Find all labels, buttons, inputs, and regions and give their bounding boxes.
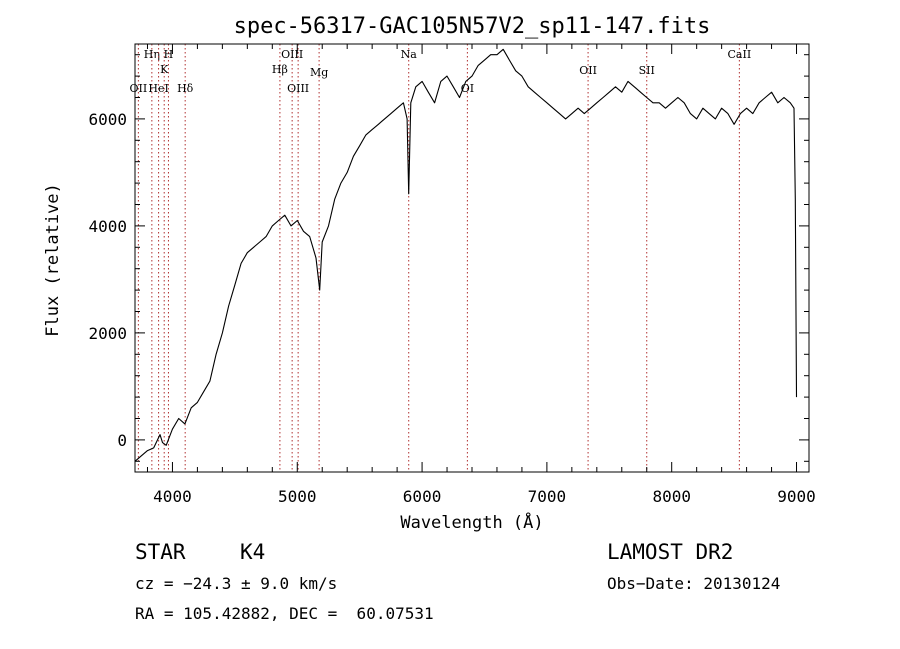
line-marker-label: Na <box>401 48 418 61</box>
line-marker-label: H <box>164 48 174 61</box>
coordinates: RA = 105.42882, DEC = 60.07531 <box>135 604 434 623</box>
line-marker-label: OIII <box>281 48 303 61</box>
line-marker-label: Hδ <box>177 82 194 95</box>
y-tick-label: 0 <box>117 431 127 450</box>
object-class: STAR <box>135 540 186 564</box>
observation-date: Obs−Date: 20130124 <box>607 574 781 593</box>
line-marker-label: Mg <box>310 66 328 79</box>
line-marker-label: SII <box>639 64 655 77</box>
line-marker-label: OIII <box>287 82 309 95</box>
x-axis-label: Wavelength (Å) <box>400 511 543 533</box>
chart-title: spec-56317-GAC105N57V2_sp11-147.fits <box>234 14 711 39</box>
x-tick-label: 5000 <box>278 487 317 506</box>
line-marker-label: OII <box>130 82 148 95</box>
line-marker-label: Hβ <box>272 63 288 76</box>
x-tick-label: 8000 <box>652 487 691 506</box>
y-tick-label: 4000 <box>88 217 127 236</box>
x-tick-label: 4000 <box>153 487 192 506</box>
y-tick-label: 6000 <box>88 110 127 129</box>
line-marker-label: OII <box>579 64 597 77</box>
x-tick-label: 7000 <box>528 487 567 506</box>
redshift-cz: cz = −24.3 ± 9.0 km/s <box>135 574 338 593</box>
survey-name: LAMOST DR2 <box>607 540 734 564</box>
x-tick-label: 9000 <box>777 487 816 506</box>
line-marker-label: K <box>160 63 169 76</box>
spectrum-line <box>134 48 798 462</box>
plot-frame <box>134 43 810 473</box>
x-tick-label: 6000 <box>403 487 442 506</box>
line-marker-label: CaII <box>728 48 752 61</box>
line-marker-label: Hη <box>144 48 160 61</box>
y-axis-label: Flux (relative) <box>43 183 63 337</box>
object-subclass: K4 <box>240 540 266 564</box>
line-marker-label: HeI <box>148 82 168 95</box>
y-tick-label: 2000 <box>88 324 127 343</box>
